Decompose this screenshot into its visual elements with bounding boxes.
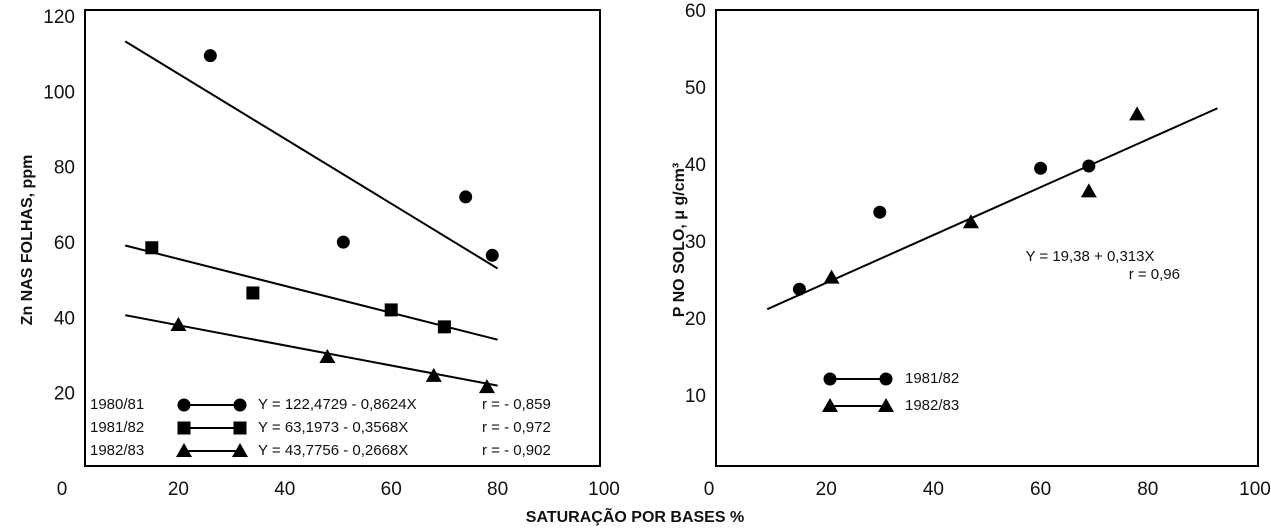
- y-tick-label: 20: [685, 309, 706, 330]
- y-tick-label: 50: [685, 78, 706, 99]
- data-point: [1082, 159, 1096, 173]
- data-point: [1129, 106, 1146, 121]
- plot-frame: [715, 9, 1259, 467]
- x-tick-label: 0: [704, 479, 715, 500]
- x-tick-label: 20: [168, 479, 189, 500]
- x-tick-label: 100: [588, 479, 620, 500]
- data-point: [459, 190, 473, 204]
- data-point: [485, 248, 499, 262]
- correlation: r = 0,96: [1129, 266, 1180, 283]
- y-tick-label: 40: [685, 155, 706, 176]
- data-point: [437, 320, 451, 334]
- x-tick-label: 80: [1137, 479, 1158, 500]
- y-tick-label: 100: [43, 82, 75, 103]
- correlation: r = - 0,972: [482, 419, 551, 436]
- x-tick-label: 80: [487, 479, 508, 500]
- data-point: [145, 241, 159, 255]
- data-point: [478, 379, 495, 394]
- regression-line: [124, 244, 498, 341]
- data-point: [1034, 161, 1048, 175]
- y-tick-label: 40: [54, 308, 75, 329]
- y-tick-label: 60: [54, 233, 75, 254]
- data-point: [246, 286, 260, 300]
- regression-line: [124, 40, 499, 270]
- legend-label: 1980/81: [90, 396, 144, 413]
- y-tick-label: 30: [685, 232, 706, 253]
- data-point: [425, 367, 442, 382]
- equation: Y = 122,4729 - 0,8624X: [258, 396, 417, 413]
- data-point: [384, 303, 398, 317]
- y-tick-label: 80: [54, 158, 75, 179]
- legend-label: 1982/83: [90, 442, 144, 459]
- data-point: [823, 269, 840, 284]
- data-point: [336, 235, 350, 249]
- equation: Y = 43,7756 - 0,2668X: [258, 442, 408, 459]
- x-axis-label: SATURAÇÃO POR BASES %: [526, 506, 744, 526]
- data-point: [203, 49, 217, 63]
- x-tick-label: 20: [816, 479, 837, 500]
- data-point: [962, 214, 979, 229]
- x-tick-label: 40: [923, 479, 944, 500]
- correlation: r = - 0,859: [482, 396, 551, 413]
- data-point: [1080, 183, 1097, 198]
- plot-frame: [84, 9, 601, 467]
- x-tick-label: 40: [274, 479, 295, 500]
- y-tick-label: 120: [43, 7, 75, 28]
- data-point: [873, 205, 887, 219]
- y-axis-label: P NO SOLO, μ g/cm³: [671, 163, 688, 317]
- x-tick-label: 60: [381, 479, 402, 500]
- legend-label: 1982/83: [905, 397, 959, 414]
- y-axis-label: Zn NAS FOLHAS, ppm: [19, 155, 36, 326]
- x-tick-label: 100: [1239, 479, 1271, 500]
- y-tick-label: 20: [54, 384, 75, 405]
- legend-label: 1981/82: [90, 419, 144, 436]
- data-point: [319, 349, 336, 363]
- equation: Y = 63,1973 - 0,3568X: [258, 419, 408, 436]
- y-tick-label: 60: [685, 1, 706, 22]
- y-tick-label: 10: [685, 386, 706, 407]
- legend-label: 1981/82: [905, 370, 959, 387]
- x-tick-label: 60: [1030, 479, 1051, 500]
- equation: Y = 19,38 + 0,313X: [1025, 248, 1154, 265]
- correlation: r = - 0,902: [482, 442, 551, 459]
- data-point: [792, 282, 806, 296]
- data-point: [170, 316, 187, 331]
- x-tick-label: 0: [57, 479, 68, 500]
- regression-line: [766, 107, 1218, 311]
